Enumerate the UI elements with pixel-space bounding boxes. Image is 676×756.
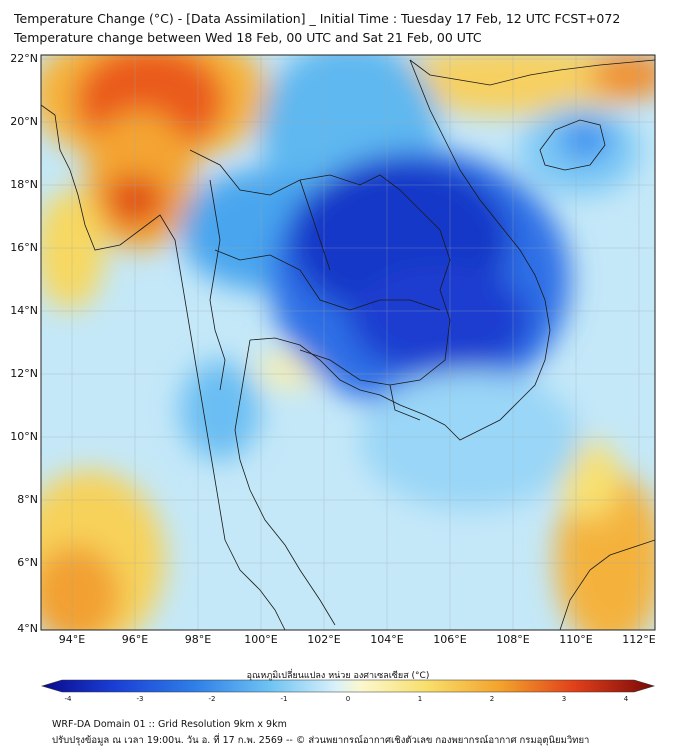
temperature-field [41,55,655,630]
lon-label: 106°E [433,633,467,646]
footer-model-info: WRF-DA Domain 01 :: Grid Resolution 9km … [52,719,287,730]
lon-label: 112°E [622,633,656,646]
colorbar-tick: -1 [280,695,288,703]
lat-label: 16°N [10,241,38,254]
colorbar-tick: 4 [623,695,629,703]
map-title: Temperature Change (°C) - [Data Assimila… [14,11,621,26]
lon-label: 98°E [184,633,212,646]
lat-label: 14°N [10,304,38,317]
lat-label: 20°N [10,115,38,128]
colorbar-tick: 2 [489,695,495,703]
colorbar-tick: -3 [136,695,144,703]
lon-label: 108°E [496,633,530,646]
map-frame [40,54,656,631]
lon-label: 102°E [307,633,341,646]
colorbar-title: อุณหภูมิเปลี่ยนแปลง หน่วย องศาเซลเซียส (… [246,671,430,681]
colorbar-tick: -2 [208,695,216,703]
colorbar-tick: 3 [561,695,567,703]
lat-label: 10°N [10,430,38,443]
footer-credit: ปรับปรุงข้อมูล ณ เวลา 19:00น. วัน อ. ที่… [52,735,590,746]
map-subtitle: Temperature change between Wed 18 Feb, 0… [14,30,482,45]
lat-label: 4°N [17,622,38,635]
lat-label: 22°N [10,52,38,65]
coastlines [41,59,655,630]
lon-label: 100°E [244,633,278,646]
lon-label: 96°E [121,633,149,646]
lat-label: 18°N [10,178,38,191]
lat-label: 12°N [10,367,38,380]
colorbar-tick: 0 [345,695,351,703]
lon-label: 110°E [559,633,593,646]
colorbar-tick: -4 [64,695,72,703]
lon-label: 94°E [58,633,86,646]
lat-label: 8°N [17,493,38,506]
colorbar [40,679,656,693]
lon-label: 104°E [370,633,404,646]
colorbar-tick: 1 [417,695,423,703]
lat-label: 6°N [17,556,38,569]
